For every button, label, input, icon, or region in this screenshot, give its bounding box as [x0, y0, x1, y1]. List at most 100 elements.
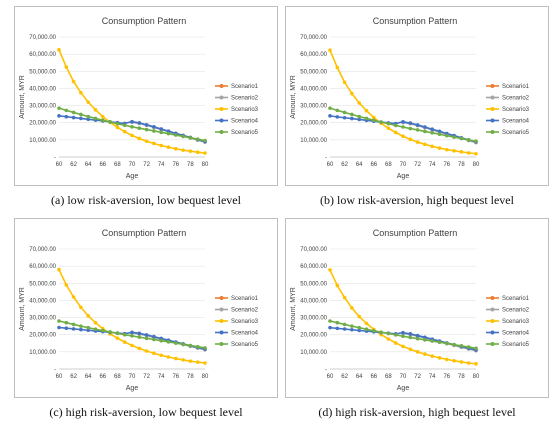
chart-title: Consumption Pattern — [373, 228, 458, 238]
chart-caption: (a) low risk-aversion, low bequest level — [51, 193, 241, 207]
x-tick-label: 68 — [385, 162, 392, 168]
data-point — [379, 330, 383, 334]
data-point — [415, 350, 420, 354]
y-tick-label: 70,000.00 — [300, 35, 327, 41]
data-point — [86, 114, 90, 119]
data-point — [181, 134, 185, 139]
x-tick-label: 70 — [400, 162, 407, 168]
data-point — [342, 115, 347, 120]
data-point — [437, 340, 442, 345]
data-point — [430, 339, 434, 343]
data-point — [159, 127, 163, 131]
data-point — [93, 320, 98, 325]
data-point — [130, 133, 134, 138]
legend-label: Scenario5 — [231, 342, 259, 348]
data-point — [79, 116, 83, 121]
data-point — [181, 148, 185, 152]
data-point — [108, 330, 112, 334]
data-point — [342, 295, 347, 300]
data-point — [130, 125, 134, 129]
data-point — [408, 121, 413, 125]
data-point — [86, 314, 90, 318]
data-point — [57, 325, 61, 330]
data-point — [393, 130, 398, 135]
data-point — [203, 138, 207, 143]
x-tick-label: 60 — [56, 374, 63, 380]
data-point — [415, 336, 420, 341]
x-tick-label: 70 — [129, 374, 136, 380]
data-point — [364, 116, 369, 121]
series-scenario4 — [328, 114, 478, 144]
data-point — [57, 114, 61, 118]
data-point — [152, 129, 156, 133]
x-tick-label: 70 — [400, 374, 407, 380]
x-tick-label: 74 — [429, 374, 436, 380]
legend-marker — [490, 296, 495, 300]
chart-caption: (d) high risk-aversion, high bequest lev… — [318, 405, 516, 419]
data-point — [137, 346, 142, 351]
y-tick-label: 60,000.00 — [300, 264, 327, 270]
x-tick-label: 66 — [370, 162, 377, 168]
data-point — [393, 123, 398, 128]
legend-label: Scenario3 — [502, 107, 530, 113]
data-point — [144, 122, 149, 127]
chart-frame: Consumption Pattern - 10,000.00 20,000.00 30… — [285, 218, 549, 398]
x-tick-label: 74 — [158, 162, 165, 168]
legend-label: Scenario1 — [502, 84, 530, 90]
x-tick-label: 60 — [56, 162, 63, 168]
legend-marker — [219, 307, 224, 312]
data-point — [430, 127, 434, 132]
data-point — [328, 106, 332, 110]
data-point — [188, 343, 193, 348]
data-point — [195, 344, 200, 349]
data-point — [452, 149, 456, 153]
legend-marker — [219, 118, 224, 123]
legend-marker — [219, 296, 224, 300]
series-scenario5 — [328, 106, 478, 144]
legend-label: Scenario2 — [502, 96, 530, 102]
chart-title: Consumption Pattern — [373, 16, 458, 26]
data-point — [122, 340, 127, 344]
data-point — [408, 137, 413, 142]
data-point — [423, 129, 427, 134]
data-point — [174, 146, 178, 151]
x-axis-label: Age — [126, 385, 139, 392]
legend-marker — [219, 330, 224, 335]
data-point — [130, 343, 134, 348]
data-point — [459, 344, 464, 348]
data-point — [79, 327, 83, 332]
legend-marker — [490, 319, 495, 323]
data-point — [335, 108, 340, 113]
data-point — [474, 151, 478, 156]
data-point — [423, 352, 427, 356]
series-scenario3 — [57, 48, 207, 155]
y-tick-label: 60,000.00 — [300, 52, 327, 58]
y-tick-label: 10,000.00 — [29, 350, 56, 356]
data-point — [408, 332, 413, 336]
data-point — [130, 334, 134, 338]
legend-label: Scenario3 — [502, 319, 530, 325]
y-tick-label: 70,000.00 — [300, 247, 327, 253]
data-point — [437, 132, 442, 136]
data-point — [71, 110, 76, 115]
data-point — [357, 325, 361, 330]
data-point — [386, 331, 391, 336]
data-point — [195, 137, 200, 141]
data-point — [166, 131, 171, 136]
data-point — [423, 338, 427, 342]
data-point — [445, 341, 449, 346]
x-tick-label: 72 — [414, 374, 421, 380]
line-chart: Consumption Pattern - 10,000.00 20,000.00 30… — [290, 16, 530, 180]
x-tick-label: 80 — [202, 374, 209, 380]
x-tick-label: 76 — [172, 374, 179, 380]
x-tick-label: 62 — [70, 162, 77, 168]
x-tick-label: 78 — [187, 162, 194, 168]
data-point — [79, 112, 83, 117]
legend-marker — [490, 118, 495, 123]
data-point — [152, 337, 156, 342]
data-point — [357, 117, 361, 122]
data-point — [415, 140, 420, 144]
data-point — [459, 150, 464, 154]
data-point — [466, 345, 471, 349]
data-point — [372, 328, 376, 333]
